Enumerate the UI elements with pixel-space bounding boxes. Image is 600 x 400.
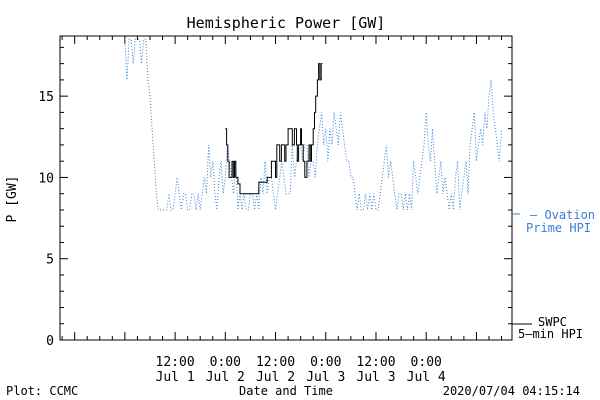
x-tick-time-label: 0:00 <box>310 355 341 370</box>
footer-timestamp: 2020/07/04 04:15:14 <box>443 384 580 398</box>
y-tick-label: 10 <box>38 171 54 186</box>
y-axis-ticks: 0 5 10 15 <box>38 46 512 349</box>
x-tick-date-label: Jul 2 <box>206 370 245 385</box>
footer-plot-credit: Plot: CCMC <box>6 384 78 398</box>
chart-title: Hemispheric Power [GW] <box>187 14 386 32</box>
x-tick-time-label: 12:00 <box>256 355 295 370</box>
series-ovation-prime-hpi <box>124 38 502 211</box>
x-axis-label: Date and Time <box>239 384 333 398</box>
x-tick-time-label: 0:00 <box>210 355 241 370</box>
y-tick-label: 0 <box>46 334 54 349</box>
x-tick-date-label: Jul 2 <box>256 370 295 385</box>
x-tick-date-label: Jul 1 <box>156 370 195 385</box>
legend-swpc-line1: SWPC <box>538 315 567 329</box>
series-layer <box>124 38 502 211</box>
series-swpc-5min-hpi <box>225 63 323 195</box>
legend-ovation-line1: — Ovation <box>530 208 595 222</box>
y-tick-label: 15 <box>38 90 54 105</box>
x-tick-time-label: 12:00 <box>156 355 195 370</box>
x-tick-date-label: Jul 3 <box>356 370 395 385</box>
y-axis-label: P [GW] <box>5 176 20 223</box>
legend-ovation-line2: Prime HPI <box>526 221 591 235</box>
x-tick-time-label: 12:00 <box>356 355 395 370</box>
legend-swpc: SWPC 5–min HPI <box>512 315 583 341</box>
legend-swpc-line2: 5–min HPI <box>518 327 583 341</box>
x-tick-date-label: Jul 3 <box>306 370 345 385</box>
plot-frame-rect <box>59 35 513 341</box>
x-tick-date-label: Jul 4 <box>407 370 446 385</box>
x-tick-time-label: 0:00 <box>411 355 442 370</box>
legend-ovation: — Ovation Prime HPI <box>512 208 595 235</box>
plot-frame <box>59 35 513 341</box>
y-tick-label: 5 <box>46 253 54 268</box>
